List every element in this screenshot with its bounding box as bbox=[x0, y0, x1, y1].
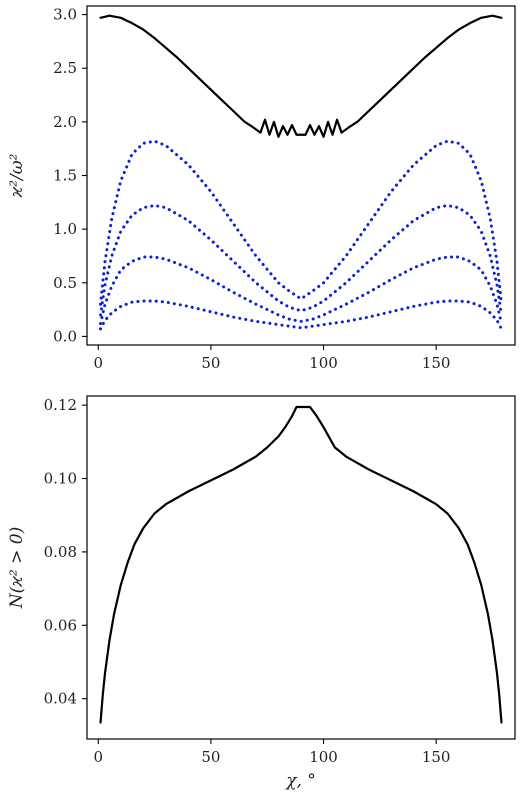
top-y-tick-label: 2.0 bbox=[53, 113, 77, 131]
bottom-x-tick-label: 50 bbox=[201, 748, 220, 766]
bottom-y-tick-label: 0.10 bbox=[44, 470, 77, 488]
top-series-2-line bbox=[99, 204, 503, 317]
top-y-tick-label: 0.5 bbox=[53, 274, 77, 292]
top-y-tick-label: 0.0 bbox=[53, 327, 77, 345]
top-x-tick-label: 150 bbox=[422, 354, 451, 372]
bottom-x-tick-label: 150 bbox=[422, 748, 451, 766]
top-series-0-line bbox=[99, 14, 503, 138]
top-plot-frame bbox=[86, 5, 516, 346]
top-y-tick-label: 1.0 bbox=[53, 220, 77, 238]
bottom-y-axis-label: N(ϰ² > 0) bbox=[7, 527, 27, 609]
top-x-tick-label: 0 bbox=[93, 354, 103, 372]
bottom-x-tick-label: 0 bbox=[93, 748, 103, 766]
top-x-tick-label: 50 bbox=[201, 354, 220, 372]
chart-bottom-panel: 0 50 100 150 0.04 0.06 0.08 0.10 0.12 N(ϰ² > 0) χ,… bbox=[7, 395, 516, 791]
bottom-y-tick-label: 0.04 bbox=[44, 690, 77, 708]
bottom-y-tick-label: 0.06 bbox=[44, 616, 77, 634]
chart-top-panel: 0 50 100 150 0.0 0.5 1.0 1.5 2.0 2.5 3.0 ϰ²/ω² bbox=[7, 5, 516, 372]
bottom-x-axis-label: χ, ° bbox=[285, 771, 316, 791]
top-series-3-line bbox=[99, 255, 503, 326]
top-y-tick-label: 3.0 bbox=[53, 6, 77, 24]
bottom-plot-frame bbox=[86, 395, 516, 740]
bottom-y-tick-label: 0.08 bbox=[44, 543, 77, 561]
top-x-tick-label: 100 bbox=[309, 354, 338, 372]
bottom-x-tick-label: 100 bbox=[309, 748, 338, 766]
bottom-y-tick-label: 0.12 bbox=[44, 396, 77, 414]
top-series-1-line bbox=[99, 139, 503, 306]
top-y-tick-label: 2.5 bbox=[53, 59, 77, 77]
top-y-tick-label: 1.5 bbox=[53, 167, 77, 185]
top-y-axis-label: ϰ²/ω² bbox=[7, 153, 27, 198]
top-series-4-line bbox=[99, 299, 503, 331]
bottom-series-0-line bbox=[99, 405, 503, 724]
